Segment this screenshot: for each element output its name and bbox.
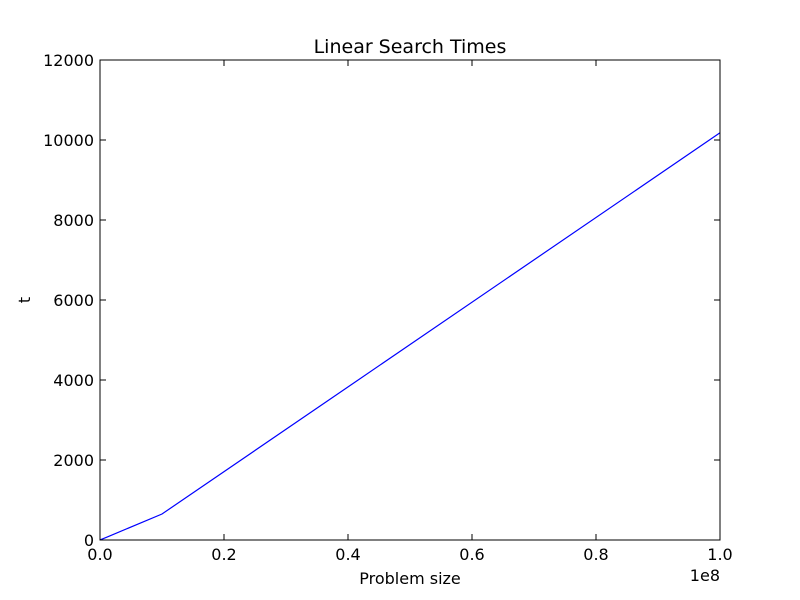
x-tick-label: 0.6 [459, 545, 484, 564]
x-tick-label: 0.2 [211, 545, 236, 564]
x-tick-label: 1.0 [707, 545, 732, 564]
y-tick-label: 12000 [43, 51, 94, 70]
y-tick-label: 6000 [53, 291, 94, 310]
chart-title: Linear Search Times [314, 36, 507, 58]
x-tick-label: 0.4 [335, 545, 360, 564]
x-tick-label: 0.0 [87, 545, 112, 564]
x-tick-label: 0.8 [583, 545, 608, 564]
y-tick-label: 4000 [53, 371, 94, 390]
plot-area [99, 132, 721, 541]
y-tick-label: 8000 [53, 211, 94, 230]
y-tick-label: 10000 [43, 131, 94, 150]
x-axis: 0.0 0.2 0.4 0.6 0.8 1.0 [87, 60, 733, 564]
series-line [99, 132, 721, 541]
x-offset-label: 1e8 [690, 566, 720, 585]
y-axis-label: t [15, 297, 34, 303]
plot-frame [99, 59, 721, 541]
y-tick-label: 0 [84, 531, 94, 550]
y-tick-label: 2000 [53, 451, 94, 470]
y-axis: 0 2000 4000 6000 8000 10000 12000 [43, 51, 720, 550]
x-axis-label: Problem size [359, 569, 461, 588]
